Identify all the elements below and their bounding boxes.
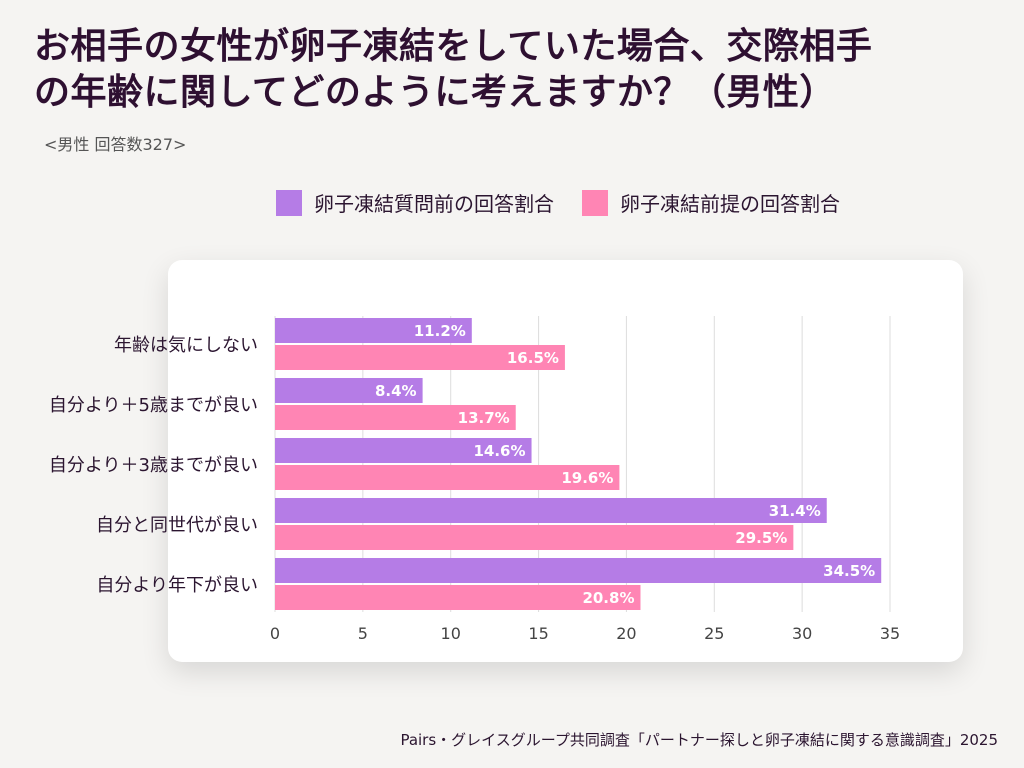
chart-title-line-1: お相手の女性が卵子凍結をしていた場合、交際相手	[34, 26, 873, 67]
category-label-1: 年齢は気にしない	[114, 335, 258, 356]
category-label-3: 自分より＋3歳までが良い	[49, 455, 258, 476]
chart-title-line-2: の年齢に関してどのように考えますか？（男性）	[34, 72, 836, 113]
source-footer: Pairs・グレイスグループ共同調査「パートナー探しと卵子凍結に関する意識調査」…	[400, 731, 998, 749]
data-label-series-1-category-1: 11.2%	[414, 322, 466, 340]
legend: 卵子凍結質問前の回答割合 卵子凍結前提の回答割合	[276, 188, 868, 217]
category-label-4: 自分と同世代が良い	[96, 515, 258, 536]
data-label-series-1-category-3: 14.6%	[473, 442, 525, 460]
bar-series-1-category-1	[275, 318, 472, 343]
chart-title: お相手の女性が卵子凍結をしていた場合、交際相手 の年齢に関してどのように考えます…	[34, 24, 994, 116]
data-label-series-2-category-4: 29.5%	[735, 529, 787, 547]
chart-subtitle: <男性 回答数327>	[44, 135, 187, 154]
legend-label-series-1: 卵子凍結質問前の回答割合	[314, 192, 554, 216]
legend-swatch-series-2	[582, 189, 608, 216]
x-tick-label-20: 20	[616, 624, 636, 643]
bar-series-1-category-5	[275, 558, 882, 583]
legend-item-series-2: 卵子凍結前提の回答割合	[582, 188, 840, 217]
legend-label-series-2: 卵子凍結前提の回答割合	[620, 192, 840, 216]
legend-swatch-series-1	[276, 189, 302, 216]
bar-series-2-category-2	[275, 405, 516, 430]
bar-series-2-category-5	[275, 585, 641, 610]
bar-series-1-category-2	[275, 378, 423, 403]
legend-item-series-1: 卵子凍結質問前の回答割合	[276, 188, 554, 217]
x-tick-label-35: 35	[880, 624, 900, 643]
x-tick-label-15: 15	[528, 624, 548, 643]
x-tick-label-5: 5	[358, 624, 368, 643]
data-label-series-2-category-3: 19.6%	[561, 469, 613, 487]
category-label-5: 自分より年下が良い	[96, 575, 258, 596]
bar-series-1-category-4	[275, 498, 827, 523]
data-label-series-2-category-5: 20.8%	[582, 589, 634, 607]
data-label-series-1-category-4: 31.4%	[769, 502, 821, 520]
x-tick-label-0: 0	[270, 624, 280, 643]
data-label-series-1-category-2: 8.4%	[375, 382, 417, 400]
x-tick-label-25: 25	[704, 624, 724, 643]
data-label-series-2-category-2: 13.7%	[458, 409, 510, 427]
bar-series-2-category-1	[275, 345, 565, 370]
x-tick-label-30: 30	[792, 624, 812, 643]
data-label-series-1-category-5: 34.5%	[823, 562, 875, 580]
bar-series-2-category-3	[275, 465, 620, 490]
x-tick-label-10: 10	[441, 624, 461, 643]
data-label-series-2-category-1: 16.5%	[507, 349, 559, 367]
category-label-2: 自分より＋5歳までが良い	[49, 395, 258, 416]
bar-series-1-category-3	[275, 438, 532, 463]
bar-series-2-category-4	[275, 525, 794, 550]
